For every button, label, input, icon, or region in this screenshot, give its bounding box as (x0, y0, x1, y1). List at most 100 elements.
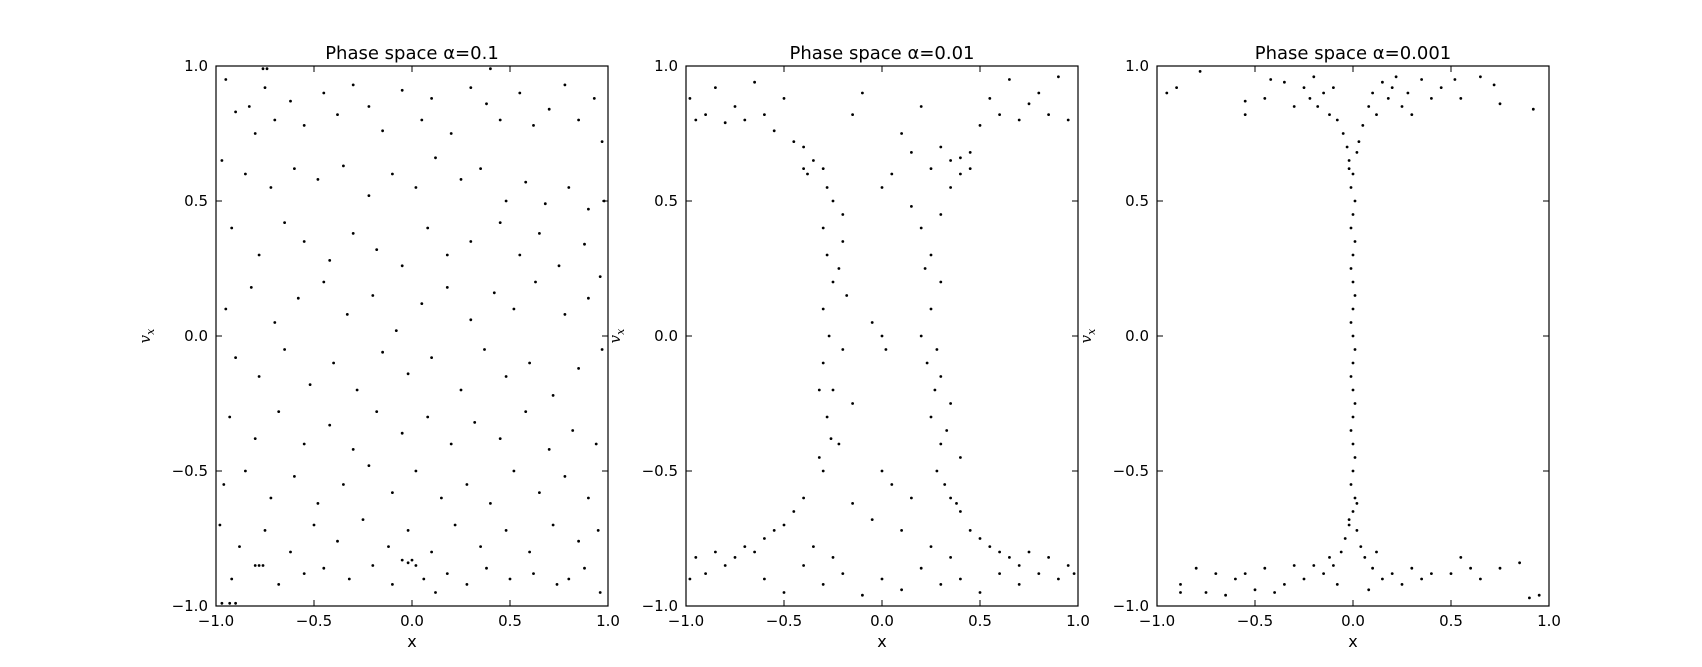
chart-title: Phase space α=0.01 (789, 43, 974, 64)
data-point (547, 107, 551, 111)
data-point (929, 415, 933, 419)
y-tick-label: 1.0 (654, 57, 678, 75)
data-point (743, 545, 747, 548)
data-point (929, 167, 933, 171)
data-point (1400, 105, 1404, 108)
data-point (694, 118, 698, 122)
y-axis-label-main: v (1077, 334, 1095, 343)
data-point (528, 361, 531, 365)
data-point (1390, 86, 1394, 89)
data-point (1518, 561, 1521, 565)
data-point (959, 172, 962, 176)
data-point (426, 226, 430, 230)
data-point (998, 113, 1001, 116)
data-point (1492, 83, 1496, 87)
data-point (845, 294, 849, 297)
data-point (1302, 577, 1306, 581)
data-point (723, 564, 727, 567)
data-point (485, 566, 488, 570)
data-point (293, 475, 296, 478)
y-axis-label: vx (1077, 328, 1098, 343)
data-point (837, 442, 841, 446)
data-point (1328, 113, 1331, 116)
data-point (829, 437, 833, 440)
data-point (1375, 113, 1378, 116)
data-point (410, 558, 414, 562)
data-point (316, 178, 320, 181)
data-point (449, 442, 453, 446)
data-point (1179, 583, 1182, 586)
data-point (400, 558, 404, 562)
y-axis-label-subscript: x (144, 328, 157, 335)
data-point (289, 550, 292, 554)
data-point (714, 550, 717, 554)
data-point (277, 410, 281, 413)
data-point (1355, 151, 1359, 154)
data-point (391, 172, 394, 176)
data-point (538, 232, 541, 235)
y-tick-label: −1.0 (1113, 597, 1149, 615)
data-point (968, 151, 972, 154)
data-point (955, 502, 958, 505)
data-point (880, 186, 884, 189)
data-point (949, 186, 952, 189)
data-point (400, 88, 404, 92)
data-point (247, 105, 251, 108)
data-point (1347, 167, 1351, 171)
data-point (968, 167, 972, 171)
data-point (1351, 415, 1355, 419)
data-point (218, 523, 222, 527)
data-point (504, 529, 508, 532)
data-point (1027, 550, 1031, 554)
data-point (430, 356, 433, 359)
data-point (265, 67, 269, 71)
data-point (841, 348, 845, 351)
data-point (753, 550, 756, 554)
data-point (296, 296, 300, 300)
data-point (316, 502, 320, 505)
data-point (1339, 550, 1343, 554)
data-point (1406, 91, 1410, 95)
data-point (228, 601, 232, 605)
data-point (598, 591, 602, 594)
data-point (512, 469, 516, 473)
data-point (1363, 556, 1367, 559)
y-tick-label: 0.0 (184, 327, 208, 345)
data-point (1194, 566, 1198, 570)
data-point (1347, 159, 1351, 162)
x-tick-label: 1.0 (1537, 612, 1561, 630)
data-point (453, 523, 457, 527)
data-point (1400, 583, 1404, 586)
data-point (817, 388, 821, 392)
data-point (391, 583, 394, 586)
data-point (1459, 97, 1463, 100)
data-point (322, 566, 326, 570)
data-point (1351, 172, 1355, 176)
data-point (1017, 118, 1021, 122)
data-point (1351, 388, 1355, 392)
data-point (923, 267, 927, 270)
data-point (1479, 577, 1482, 581)
data-point (504, 375, 508, 378)
data-point (939, 583, 943, 586)
data-point (1269, 78, 1273, 81)
data-point (782, 523, 786, 527)
data-point (414, 186, 418, 189)
data-point (445, 286, 449, 289)
data-point (557, 264, 561, 268)
data-point (1351, 442, 1355, 446)
data-point (1047, 113, 1050, 116)
data-point (479, 167, 482, 171)
svg-text:vx: vx (1077, 328, 1098, 343)
data-point (939, 375, 943, 378)
data-point (414, 469, 418, 473)
data-point (263, 86, 267, 89)
y-axis-label: vx (606, 328, 627, 343)
y-tick-label: 1.0 (184, 57, 208, 75)
data-point (469, 318, 473, 322)
data-point (1531, 107, 1535, 111)
data-point (1353, 294, 1357, 297)
data-point (332, 361, 335, 365)
data-point (988, 545, 992, 548)
y-tick-label: 1.0 (1125, 57, 1149, 75)
